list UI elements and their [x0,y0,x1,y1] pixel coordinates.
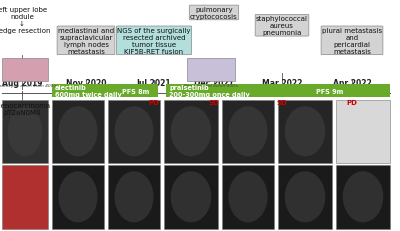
Text: SD: SD [277,99,287,105]
Bar [222,165,274,229]
Text: Nov 2020: Nov 2020 [66,79,106,88]
Text: PD: PD [346,99,358,105]
Ellipse shape [58,171,98,222]
Text: Aug 2019: Aug 2019 [2,79,42,88]
Text: staphylococcal
aureus
pneumonia: staphylococcal aureus pneumonia [256,16,308,36]
Text: pulmonary
cryptococosis: pulmonary cryptococosis [190,7,238,20]
Ellipse shape [285,171,325,222]
Text: left upper lobe
nodule
↓
wedge resection: left upper lobe nodule ↓ wedge resection [0,7,51,34]
Bar [108,100,160,163]
Bar [164,100,218,163]
Bar [278,165,332,229]
Ellipse shape [171,107,211,157]
Bar [2,59,48,82]
Bar [2,100,48,163]
Text: PFS 9m: PFS 9m [316,88,343,94]
Text: Dec 2021: Dec 2021 [194,79,234,88]
Bar [336,100,390,163]
Text: plural metastasis
and
pericardial
metastasis: plural metastasis and pericardial metast… [322,28,382,55]
Ellipse shape [171,171,211,222]
Bar [336,165,390,229]
Text: Hematoxylin eosin stain 400×: Hematoxylin eosin stain 400× [0,84,57,88]
Ellipse shape [228,171,268,222]
Text: SD: SD [209,99,219,105]
Text: PD: PD [148,99,160,105]
Bar [52,85,158,97]
Text: pralsetinib
200-300mg once daily: pralsetinib 200-300mg once daily [169,85,250,98]
Text: Periodic acid Schiff 400×: Periodic acid Schiff 400× [184,84,238,88]
Text: NGS of the surgically
resected archived
tumor tissue
KIF5B-RET fusion: NGS of the surgically resected archived … [117,28,191,55]
Bar [187,59,235,82]
Bar [52,100,104,163]
Text: PFS 8m: PFS 8m [122,88,149,94]
Bar [108,165,160,229]
Text: Mar 2022: Mar 2022 [262,79,302,88]
Text: Apr 2022: Apr 2022 [333,79,371,88]
Ellipse shape [114,171,154,222]
Text: adenocarcinoma
pT2aN0M0: adenocarcinoma pT2aN0M0 [0,103,51,116]
Bar [52,165,104,229]
Text: mediastinal and
supraclavicular
lymph nodes
metastasis: mediastinal and supraclavicular lymph no… [58,28,114,55]
Text: Jul 2021: Jul 2021 [137,79,171,88]
Bar [278,100,332,163]
Ellipse shape [114,107,154,157]
Bar [166,85,390,97]
Ellipse shape [8,107,42,157]
Bar [2,165,48,229]
Ellipse shape [285,107,325,157]
Ellipse shape [58,107,98,157]
Ellipse shape [228,107,268,157]
Bar [164,165,218,229]
Ellipse shape [343,171,383,222]
Text: alectinib
600mg twice daily: alectinib 600mg twice daily [55,85,122,98]
Bar [222,100,274,163]
